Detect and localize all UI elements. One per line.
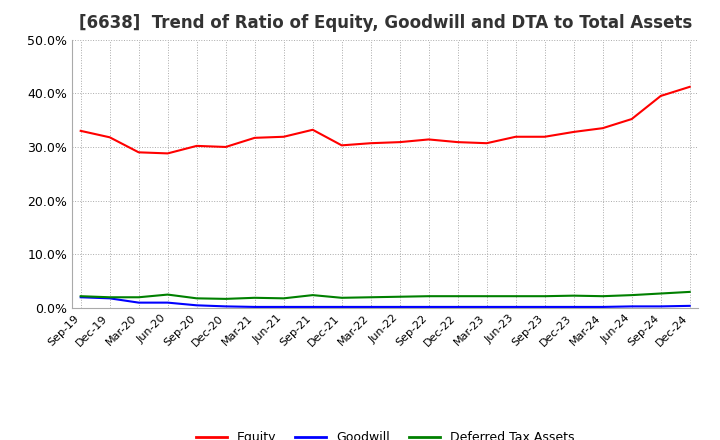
Legend: Equity, Goodwill, Deferred Tax Assets: Equity, Goodwill, Deferred Tax Assets [191,426,580,440]
Title: [6638]  Trend of Ratio of Equity, Goodwill and DTA to Total Assets: [6638] Trend of Ratio of Equity, Goodwil… [78,15,692,33]
